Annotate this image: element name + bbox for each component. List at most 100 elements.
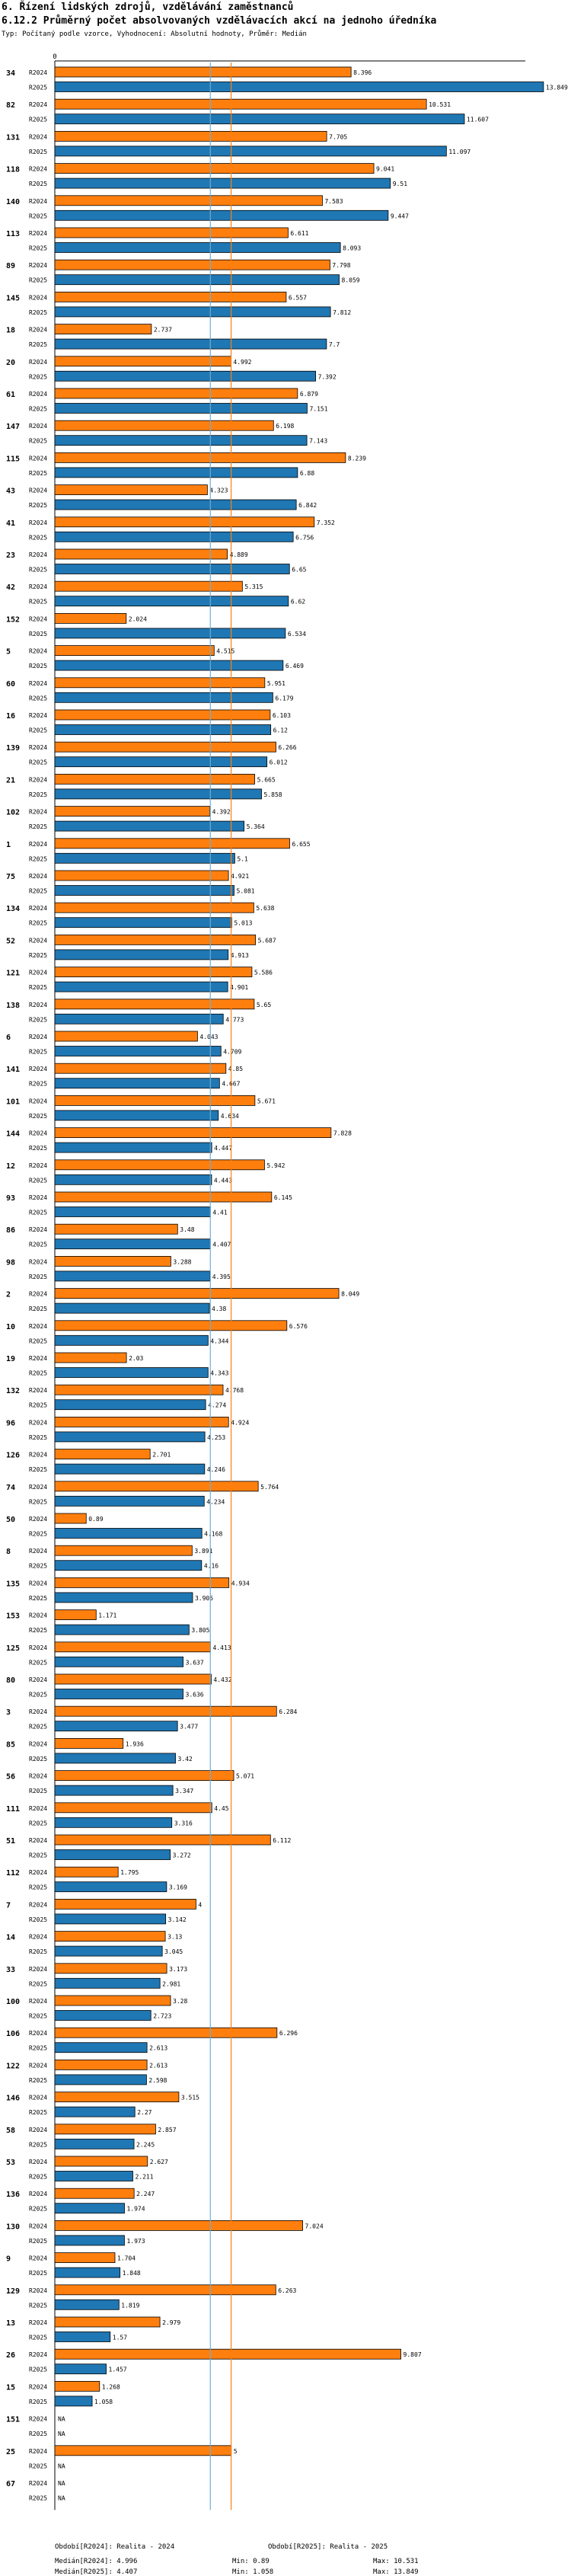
bar-r2025 bbox=[54, 1721, 178, 1732]
bar-r2024 bbox=[54, 1223, 178, 1235]
data-label: 3.515 bbox=[181, 2095, 199, 2101]
bar-r2024 bbox=[54, 2188, 135, 2199]
series-label: R2025 bbox=[29, 855, 47, 862]
data-label: 5.315 bbox=[244, 583, 263, 590]
bar-r2024 bbox=[54, 741, 276, 753]
data-label: 1.848 bbox=[123, 2270, 141, 2277]
category-label: 146 bbox=[6, 2095, 20, 2103]
data-label: 5.013 bbox=[234, 920, 252, 927]
bar-r2025 bbox=[54, 692, 273, 703]
data-label: 4.992 bbox=[233, 359, 251, 366]
bar-r2025 bbox=[54, 820, 245, 832]
series-label: R2025 bbox=[29, 438, 47, 445]
bar-r2024 bbox=[54, 2059, 148, 2070]
bar-r2025 bbox=[54, 1945, 163, 1957]
series-label: R2025 bbox=[29, 663, 47, 670]
bar-r2025 bbox=[54, 338, 327, 350]
category-label: 121 bbox=[6, 970, 20, 978]
data-label: 2.613 bbox=[149, 2045, 167, 2052]
data-label: 4.253 bbox=[207, 1434, 225, 1441]
bar-r2024 bbox=[54, 1513, 87, 1524]
data-label: 3.13 bbox=[167, 1934, 182, 1941]
bar-r2024 bbox=[54, 1802, 212, 1814]
category-label: 14 bbox=[6, 1934, 15, 1942]
bar-r2024 bbox=[54, 388, 298, 399]
na-label: NA bbox=[58, 2416, 65, 2423]
bar-r2025 bbox=[54, 2267, 121, 2278]
series-label: R2024 bbox=[29, 1708, 47, 1715]
category-label: 138 bbox=[6, 1002, 20, 1010]
series-label: R2025 bbox=[29, 1659, 47, 1666]
data-label: 3.173 bbox=[169, 1966, 187, 1973]
series-label: R2024 bbox=[29, 1998, 47, 2005]
series-label: R2025 bbox=[29, 1980, 47, 1987]
bar-r2024 bbox=[54, 1417, 229, 1427]
data-label: 7.812 bbox=[333, 309, 351, 316]
bar-r2025 bbox=[54, 81, 544, 92]
category-label: 19 bbox=[6, 1355, 15, 1363]
na-label: NA bbox=[58, 2463, 65, 2469]
bar-r2024 bbox=[54, 1995, 171, 2006]
series-label: R2024 bbox=[29, 1837, 47, 1844]
bar-r2025 bbox=[54, 2010, 152, 2021]
stat-max-2024: Max: 10.531 bbox=[373, 2558, 419, 2565]
bar-r2024 bbox=[54, 291, 287, 302]
bar-r2025 bbox=[54, 2138, 135, 2149]
series-label: R2024 bbox=[29, 1901, 47, 1908]
bar-r2025 bbox=[54, 885, 234, 896]
bar-r2025 bbox=[54, 209, 389, 221]
series-label: R2025 bbox=[29, 2463, 47, 2469]
series-label: R2025 bbox=[29, 1531, 47, 1538]
bar-r2024 bbox=[54, 2124, 156, 2135]
series-label: R2024 bbox=[29, 519, 47, 526]
series-label: R2025 bbox=[29, 727, 47, 734]
series-label: R2024 bbox=[29, 2319, 47, 2326]
series-label: R2025 bbox=[29, 2399, 47, 2405]
bar-r2025 bbox=[54, 1753, 176, 1764]
bar-r2024 bbox=[54, 548, 228, 560]
bar-r2024 bbox=[54, 1963, 167, 1974]
data-label: 4.38 bbox=[212, 1306, 226, 1312]
data-label: 4.924 bbox=[231, 1419, 249, 1426]
data-label: 4.709 bbox=[223, 1049, 241, 1056]
bar-r2024 bbox=[54, 1834, 271, 1846]
bar-r2024 bbox=[54, 227, 289, 238]
data-label: 4.234 bbox=[206, 1498, 225, 1505]
bar-r2024 bbox=[54, 324, 152, 335]
series-label: R2025 bbox=[29, 2335, 47, 2341]
bar-r2025 bbox=[54, 2042, 148, 2053]
data-label: 1.57 bbox=[113, 2335, 127, 2341]
data-label: 4.392 bbox=[212, 809, 231, 816]
bar-r2024 bbox=[54, 1031, 198, 1042]
stat-median-2024: Medián[R2024]: 4.996 bbox=[55, 2558, 138, 2565]
data-label: 2.613 bbox=[149, 2062, 167, 2069]
bar-r2024 bbox=[54, 806, 210, 817]
data-label: 6.263 bbox=[278, 2287, 296, 2294]
data-label: 6.655 bbox=[292, 841, 310, 848]
data-label: 3.272 bbox=[173, 1852, 191, 1859]
category-label: 41 bbox=[6, 519, 15, 528]
data-label: 4.901 bbox=[230, 984, 248, 991]
category-label: 53 bbox=[6, 2159, 15, 2167]
data-label: 7.583 bbox=[324, 198, 343, 205]
series-label: R2025 bbox=[29, 2141, 47, 2148]
series-label: R2025 bbox=[29, 599, 47, 606]
series-label: R2025 bbox=[29, 470, 47, 477]
data-label: 5.364 bbox=[247, 823, 265, 830]
series-label: R2025 bbox=[29, 1756, 47, 1763]
category-label: 152 bbox=[6, 615, 20, 624]
data-label: 1.704 bbox=[117, 2255, 136, 2262]
series-label: R2024 bbox=[29, 712, 47, 719]
bar-r2024 bbox=[54, 1256, 171, 1267]
series-label: R2025 bbox=[29, 759, 47, 766]
data-label: 4.913 bbox=[231, 952, 249, 959]
category-label: 144 bbox=[6, 1130, 20, 1139]
data-label: 6.284 bbox=[279, 1708, 297, 1715]
series-label: R2024 bbox=[29, 1644, 47, 1651]
bar-r2025 bbox=[54, 1399, 206, 1411]
bar-r2025 bbox=[54, 1913, 167, 1925]
series-label: R2025 bbox=[29, 1177, 47, 1184]
series-label: R2024 bbox=[29, 1548, 47, 1555]
bar-r2024 bbox=[54, 677, 266, 689]
series-label: R2025 bbox=[29, 2013, 47, 2020]
